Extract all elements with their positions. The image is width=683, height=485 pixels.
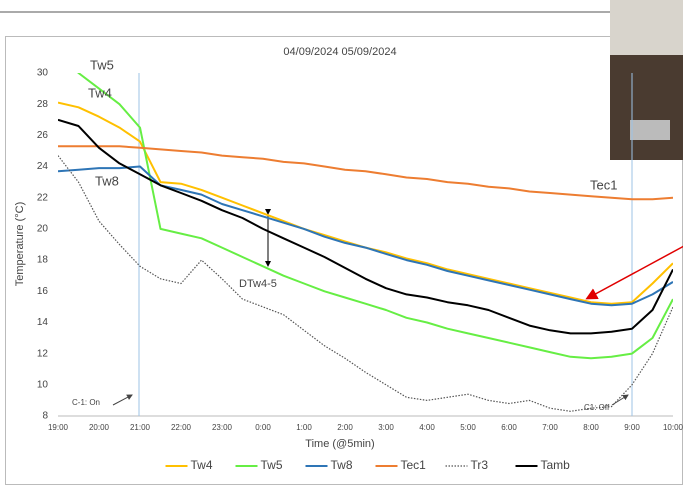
y-tick-label: 16	[37, 286, 49, 297]
x-tick-label: 0:00	[255, 423, 271, 432]
x-tick-label: 23:00	[212, 423, 233, 432]
legend-label: Tw4	[191, 458, 213, 472]
legend-label: Tec1	[401, 458, 427, 472]
y-tick-label: 28	[37, 99, 49, 110]
x-tick-label: 6:00	[501, 423, 517, 432]
red-arrow	[585, 245, 683, 300]
series-line	[58, 145, 673, 201]
annotation: Tw4	[88, 85, 112, 100]
y-tick-label: 24	[37, 161, 49, 172]
y-tick-label: 26	[37, 130, 49, 141]
annotation: Tw8	[95, 173, 119, 188]
photo-unit	[630, 120, 670, 140]
annotation: DTw4-5	[239, 278, 277, 290]
on-arrow	[112, 394, 133, 406]
x-tick-label: 2:00	[337, 423, 353, 432]
annotation: Tw5	[90, 57, 114, 72]
plot	[58, 73, 673, 412]
off-arrow	[611, 394, 629, 406]
series-line	[58, 155, 673, 412]
y-tick-label: 8	[42, 411, 48, 422]
x-tick-label: 20:00	[89, 423, 110, 432]
series-line	[77, 73, 673, 360]
series-line	[58, 118, 673, 335]
x-axis-label: Time (@5min)	[305, 438, 374, 450]
chart-title: 04/09/2024 05/09/2024	[283, 46, 396, 58]
x-tick-label: 8:00	[583, 423, 599, 432]
x-tick-label: 5:00	[460, 423, 476, 432]
legend-label: Tr3	[471, 458, 489, 472]
x-tick-label: 9:00	[624, 423, 640, 432]
x-tick-label: 10:00	[663, 423, 683, 432]
annotation: C1: Off	[584, 403, 610, 412]
x-tick-label: 22:00	[171, 423, 192, 432]
annotation: Tec1	[590, 177, 617, 192]
y-tick-label: 10	[37, 379, 49, 390]
y-tick-label: 18	[37, 255, 49, 266]
y-tick-label: 12	[37, 348, 49, 359]
x-tick-label: 4:00	[419, 423, 435, 432]
x-tick-label: 21:00	[130, 423, 151, 432]
legend-label: Tw5	[261, 458, 283, 472]
photo-ceiling	[610, 0, 683, 55]
y-axis-label: Temperature (°C)	[14, 202, 26, 286]
y-tick-label: 20	[37, 224, 49, 235]
legend-label: Tw8	[331, 458, 353, 472]
x-tick-label: 7:00	[542, 423, 558, 432]
x-tick-label: 1:00	[296, 423, 312, 432]
y-tick-label: 22	[37, 192, 49, 203]
x-tick-label: 3:00	[378, 423, 394, 432]
annotation: C-1: On	[72, 398, 100, 407]
chart-frame	[5, 36, 683, 485]
y-tick-label: 30	[37, 68, 49, 79]
legend-label: Tamb	[541, 458, 571, 472]
x-tick-label: 19:00	[48, 423, 69, 432]
y-tick-label: 14	[37, 317, 49, 328]
